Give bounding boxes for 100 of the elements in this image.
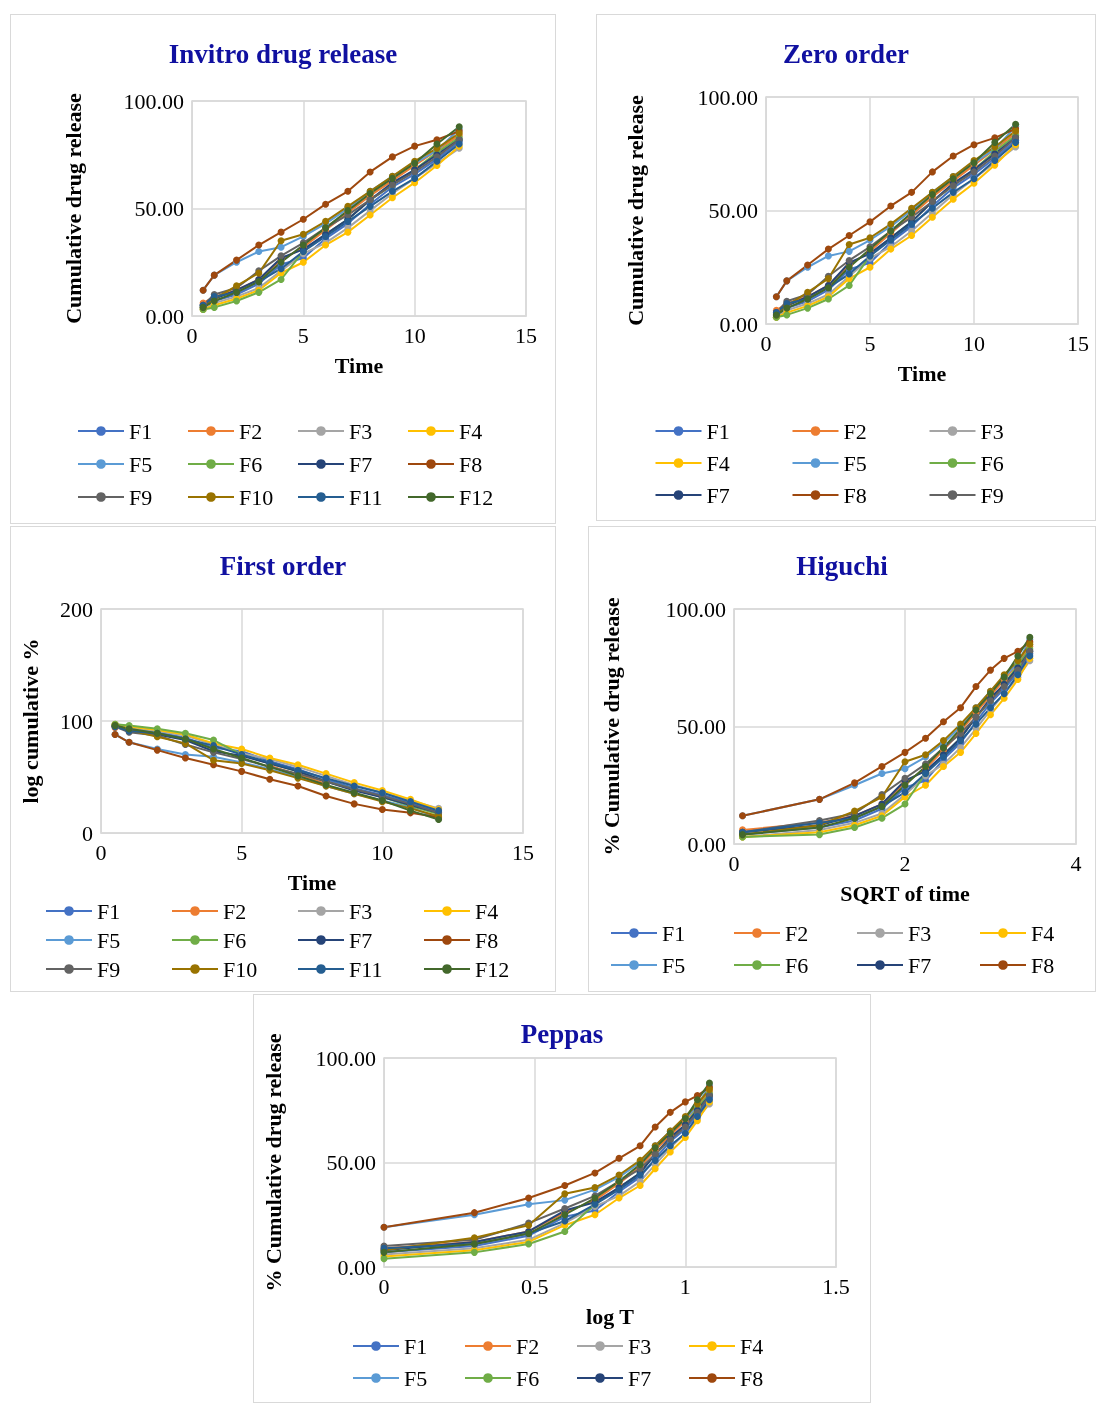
legend-label: F11 xyxy=(349,956,383,982)
point xyxy=(991,138,999,146)
point xyxy=(666,1148,674,1156)
x-tick-label: 10 xyxy=(403,322,426,348)
point xyxy=(388,153,396,161)
x-tick-label: 0.5 xyxy=(520,1273,549,1299)
legend-label: F2 xyxy=(516,1333,540,1359)
point xyxy=(693,1096,701,1104)
point xyxy=(388,194,396,202)
y-axis-title: Cumulative drug release xyxy=(60,92,86,324)
point xyxy=(344,228,352,236)
point xyxy=(411,142,419,150)
y-tick-label: 0.00 xyxy=(337,1254,376,1280)
legend-label: F1 xyxy=(706,418,730,444)
point xyxy=(525,1200,533,1208)
x-axis-title: Time xyxy=(334,352,384,378)
y-tick-label: 100.00 xyxy=(665,596,726,622)
point xyxy=(987,666,994,674)
legend-label: F2 xyxy=(785,920,809,946)
y-axis-title: Cumulative drug release xyxy=(622,94,648,326)
point xyxy=(366,168,374,176)
x-tick-label: 5 xyxy=(297,322,309,348)
y-tick-label: 100.00 xyxy=(697,84,758,110)
point xyxy=(901,765,909,773)
legend-label: F2 xyxy=(843,418,867,444)
legend-label: F1 xyxy=(662,920,686,946)
legend-label: F5 xyxy=(97,927,121,953)
legend-label: F6 xyxy=(785,952,809,978)
x-tick-label: 1 xyxy=(679,1273,691,1299)
point xyxy=(561,1181,569,1189)
point xyxy=(987,711,994,719)
point xyxy=(238,767,246,775)
point xyxy=(366,211,374,219)
legend-label: F10 xyxy=(223,956,258,982)
x-axis-title: Time xyxy=(287,869,337,895)
legend-label: F2 xyxy=(223,898,247,924)
legend-label: F1 xyxy=(404,1333,428,1359)
point xyxy=(1000,654,1008,662)
point xyxy=(970,141,978,149)
legend-label: F12 xyxy=(459,484,494,510)
point xyxy=(255,241,263,249)
legend-label: F2 xyxy=(239,418,263,444)
legend-label: F4 xyxy=(706,450,730,476)
legend-label: F9 xyxy=(980,482,1004,508)
y-tick-label: 50.00 xyxy=(708,198,758,223)
point xyxy=(972,730,980,738)
chart-title: Peppas xyxy=(520,1018,604,1049)
point xyxy=(957,704,965,712)
point xyxy=(901,748,909,756)
legend-label: F4 xyxy=(475,898,499,924)
point xyxy=(878,762,886,770)
legend-label: F3 xyxy=(349,898,373,924)
point xyxy=(561,1190,569,1198)
point xyxy=(939,718,947,726)
point xyxy=(350,800,358,808)
point xyxy=(378,805,386,813)
point xyxy=(591,1211,599,1219)
y-tick-label: 0.00 xyxy=(719,311,758,337)
chart-title: Higuchi xyxy=(796,550,889,581)
point xyxy=(972,683,980,691)
point xyxy=(525,1194,533,1202)
point xyxy=(901,758,909,766)
y-tick-label: 0.00 xyxy=(687,831,726,857)
point xyxy=(636,1181,644,1189)
legend-label: F3 xyxy=(628,1333,652,1359)
legend-label: F7 xyxy=(706,482,730,508)
point xyxy=(636,1142,644,1150)
point xyxy=(908,231,916,239)
y-axis-title: % Cumulative drug release xyxy=(598,597,624,856)
legend-label: F8 xyxy=(843,482,867,508)
point xyxy=(928,168,936,176)
chart-title: Zero order xyxy=(782,38,910,69)
legend-label: F7 xyxy=(349,451,373,477)
point xyxy=(299,215,307,223)
legend-label: F7 xyxy=(349,927,373,953)
point xyxy=(866,263,874,271)
point xyxy=(949,152,957,160)
point xyxy=(255,248,263,255)
y-tick-label: 50.00 xyxy=(676,714,726,739)
point xyxy=(277,237,285,245)
x-tick-label: 15 xyxy=(515,322,537,348)
legend-label: F5 xyxy=(843,450,867,476)
point xyxy=(824,245,832,253)
point xyxy=(651,1123,659,1131)
point xyxy=(845,231,853,239)
legend-label: F4 xyxy=(740,1333,764,1359)
y-axis-title: % Cumulative drug release xyxy=(260,1033,286,1292)
legend-label: F8 xyxy=(459,451,483,477)
y-axis-title: log cumulative % xyxy=(17,638,43,804)
point xyxy=(651,1165,659,1173)
legend-label: F7 xyxy=(908,952,932,978)
y-tick-label: 0.00 xyxy=(145,303,184,329)
y-tick-label: 200 xyxy=(60,596,93,622)
y-tick-label: 50.00 xyxy=(326,1150,376,1175)
legend-label: F4 xyxy=(1031,920,1055,946)
legend-label: F3 xyxy=(349,418,373,444)
point xyxy=(957,748,965,756)
x-tick-label: 15 xyxy=(1067,330,1089,356)
point xyxy=(266,775,274,783)
x-tick-label: 5 xyxy=(864,330,876,356)
